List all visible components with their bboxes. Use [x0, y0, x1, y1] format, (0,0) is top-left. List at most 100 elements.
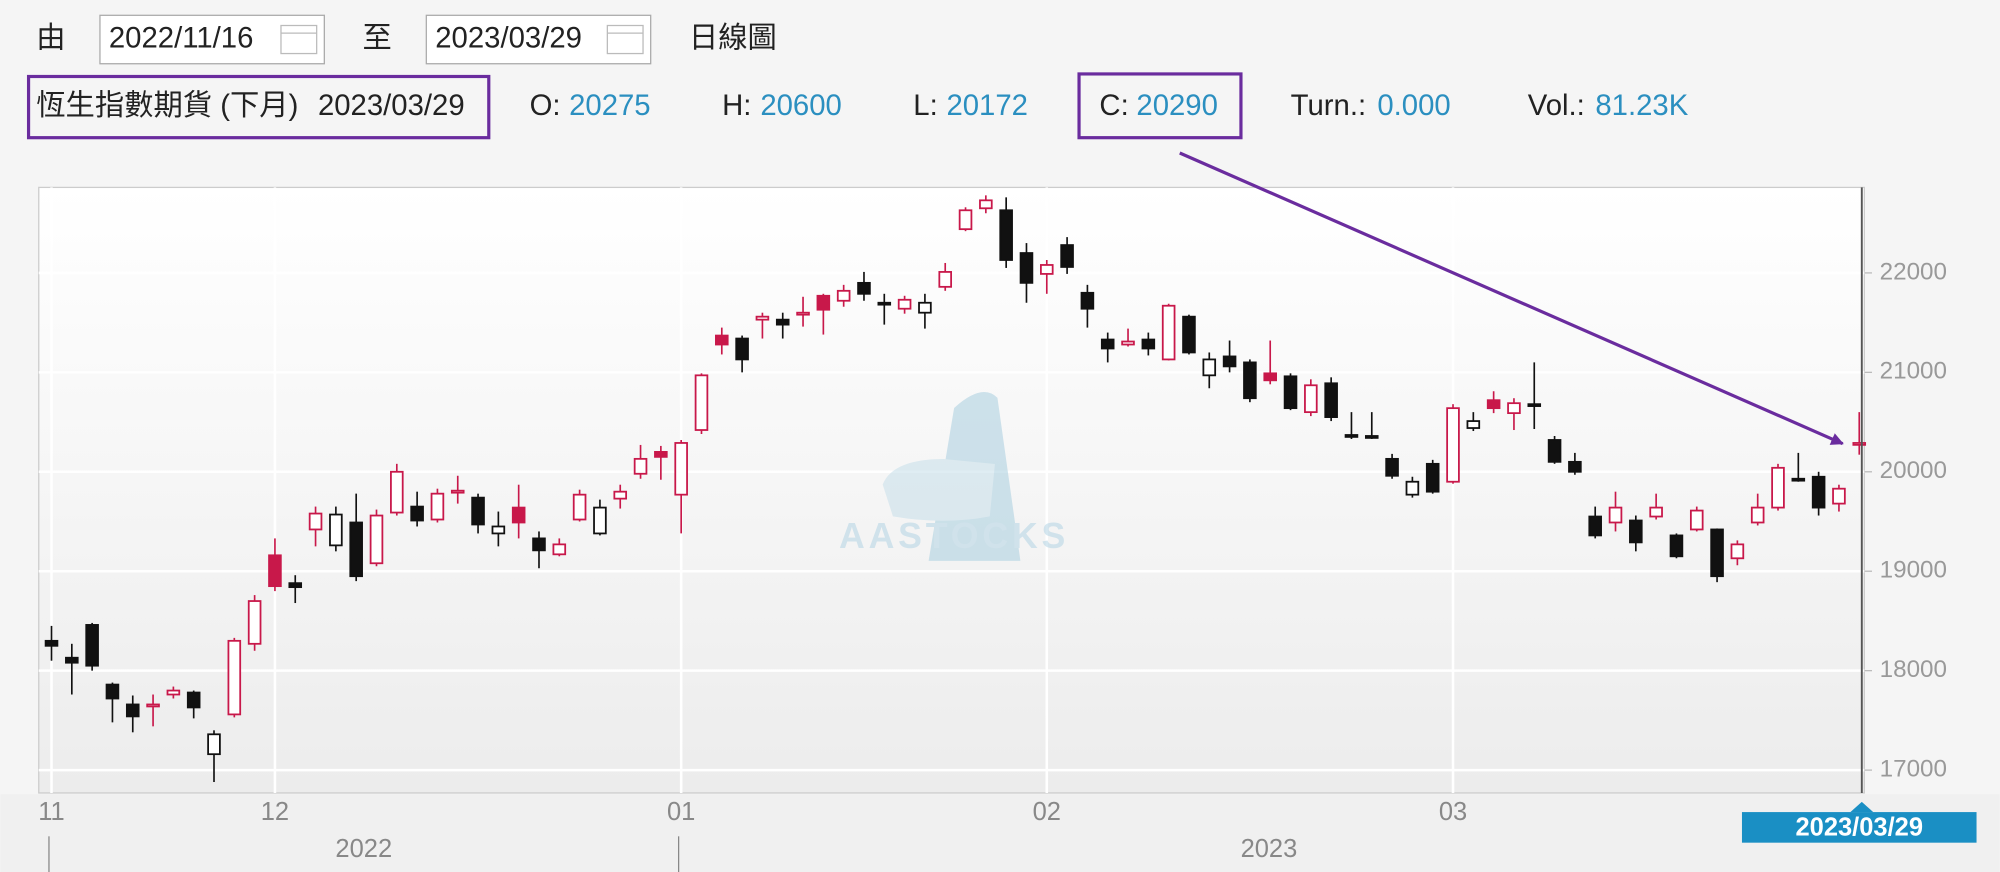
watermark: AASTOCKS: [839, 392, 1069, 561]
last-date-label: 2023/03/29: [1795, 813, 1923, 841]
candle-body: [1283, 375, 1298, 410]
from-label: 由: [36, 21, 65, 54]
candle-body: [1364, 435, 1379, 439]
candle-body: [1588, 515, 1602, 537]
candle-body: [1060, 244, 1074, 268]
candle-body: [633, 457, 648, 475]
date-to-input[interactable]: [425, 14, 652, 65]
candle-body: [1243, 361, 1257, 400]
candle-body: [1730, 543, 1745, 560]
candle-body: [938, 271, 953, 288]
candle-body: [572, 493, 587, 521]
candle-body: [207, 733, 221, 756]
candle-body: [1019, 252, 1034, 284]
candle-body: [1568, 460, 1582, 473]
candle-body: [877, 301, 892, 306]
candle-body: [654, 451, 668, 458]
y-tick-label: 18000: [1880, 656, 1947, 683]
candle-body: [897, 298, 912, 310]
candle-body: [227, 639, 242, 716]
candle-body: [85, 624, 99, 667]
year-label: 2022: [335, 835, 392, 863]
candle-body: [1771, 466, 1785, 509]
candle-body: [593, 506, 607, 535]
turnover-label: Turn.:: [1291, 89, 1366, 122]
candle-body: [1852, 442, 1867, 446]
candle-body: [1750, 506, 1765, 524]
candle-body: [1161, 304, 1176, 361]
low-value: 20172: [946, 89, 1028, 122]
annotation-arrow: [1179, 151, 1844, 446]
watermark-text: AASTOCKS: [839, 516, 1069, 556]
close-value: 20290: [1136, 89, 1218, 122]
candle-body: [1629, 519, 1643, 544]
candle-body: [491, 525, 506, 535]
candle-body: [450, 489, 465, 494]
candle-body: [796, 311, 810, 316]
high-label: H:: [722, 89, 751, 122]
candle-body: [247, 600, 262, 645]
candle-body: [552, 543, 567, 556]
chart-kind[interactable]: 日線圖: [689, 21, 777, 54]
candle-body: [1791, 477, 1806, 482]
candle-body: [349, 521, 363, 578]
candle-body: [471, 496, 485, 526]
calendar-icon[interactable]: [280, 24, 318, 55]
x-tick-label: 01: [667, 798, 695, 826]
x-tick-label: 12: [261, 798, 289, 826]
candle-body: [1080, 291, 1095, 310]
candle-body: [166, 689, 181, 696]
candle-body: [715, 334, 729, 346]
candle-body: [1425, 462, 1440, 493]
open-value: 20275: [569, 89, 651, 122]
annotation-box: [1077, 72, 1243, 140]
candle-body: [1446, 407, 1460, 483]
x-tick-label: 03: [1439, 798, 1467, 826]
candle-body: [816, 294, 831, 311]
x-tick-label: 02: [1033, 798, 1061, 826]
candle-body: [1141, 338, 1156, 350]
candle-body: [1304, 384, 1318, 414]
candle-body: [1405, 480, 1420, 496]
candle-body: [775, 318, 790, 326]
candle-body: [1832, 487, 1846, 505]
candle-body: [1040, 264, 1054, 275]
candle-body: [735, 337, 749, 361]
candle-body: [146, 703, 160, 708]
candle-body: [1121, 340, 1135, 346]
candle-body: [105, 683, 120, 700]
candle-body: [674, 442, 688, 496]
x-axis-band: [0, 794, 2000, 872]
candle-body: [1222, 355, 1237, 368]
candle-body: [1202, 358, 1217, 377]
candle-body: [1344, 434, 1359, 438]
candle-body: [288, 582, 303, 589]
candle-body: [979, 199, 993, 210]
candle-body: [1385, 457, 1399, 477]
candle-body: [1649, 506, 1663, 518]
candle-body: [511, 506, 526, 524]
high-value: 20600: [760, 89, 842, 122]
y-tick-label: 20000: [1880, 457, 1947, 484]
last-date-marker: 2023/03/29: [1741, 801, 1977, 843]
candle-body: [1547, 439, 1562, 463]
candle-body: [125, 703, 140, 718]
calendar-icon[interactable]: [606, 24, 644, 55]
candle-body: [1689, 509, 1704, 531]
close-label: C:: [1099, 89, 1128, 122]
y-tick-label: 19000: [1880, 557, 1947, 584]
candle-body: [613, 490, 628, 500]
year-label: 2023: [1241, 835, 1298, 863]
y-tick-label: 22000: [1880, 258, 1947, 285]
candle-body: [958, 209, 973, 231]
candles: [44, 195, 1867, 783]
candle-body: [1324, 382, 1338, 418]
date-from-input[interactable]: [99, 14, 325, 65]
candle-body: [755, 315, 770, 321]
low-label: L:: [913, 89, 937, 122]
candle-body: [44, 639, 59, 647]
candle-body: [1486, 399, 1501, 410]
candle-body: [1811, 475, 1826, 509]
